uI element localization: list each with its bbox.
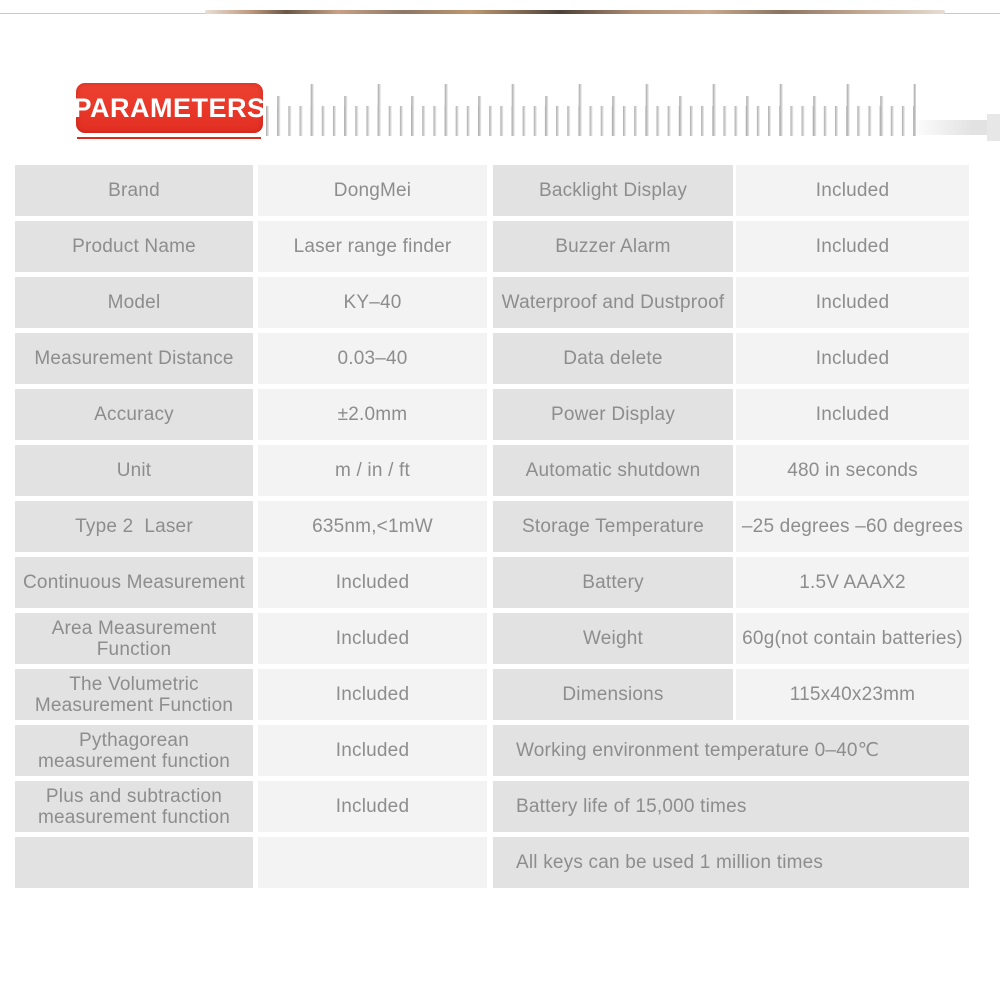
param-label-cell: Storage Temperature bbox=[493, 501, 733, 552]
ruler-icon bbox=[266, 84, 916, 136]
param-label-cell: Brand bbox=[15, 165, 253, 216]
spec-table: Brand DongMei Backlight Display Included… bbox=[15, 165, 969, 893]
param-value-cell: ±2.0mm bbox=[258, 389, 487, 440]
param-value-cell: –25 degrees –60 degrees bbox=[736, 501, 969, 552]
param-value-cell: Included bbox=[258, 725, 487, 776]
param-label-cell: Accuracy bbox=[15, 389, 253, 440]
param-label-cell: Product Name bbox=[15, 221, 253, 272]
param-value-cell: 60g(not contain batteries) bbox=[736, 613, 969, 664]
table-row: Area Measurement Function Included Weigh… bbox=[15, 613, 969, 664]
param-value-cell: Included bbox=[736, 165, 969, 216]
param-label-cell: Type 2 Laser bbox=[15, 501, 253, 552]
param-value-cell: 635nm,<1mW bbox=[258, 501, 487, 552]
param-label-cell: Data delete bbox=[493, 333, 733, 384]
table-row: The Volumetric Measurement Function Incl… bbox=[15, 669, 969, 720]
param-label-cell: Waterproof and Dustproof bbox=[493, 277, 733, 328]
param-value-cell: m / in / ft bbox=[258, 445, 487, 496]
param-value-cell: 115x40x23mm bbox=[736, 669, 969, 720]
param-label-cell: Unit bbox=[15, 445, 253, 496]
table-row: Accuracy ±2.0mm Power Display Included bbox=[15, 389, 969, 440]
param-label-cell-empty bbox=[15, 837, 253, 888]
param-label-cell: Power Display bbox=[493, 389, 733, 440]
table-row: Continuous Measurement Included Battery … bbox=[15, 557, 969, 608]
param-label-cell: Weight bbox=[493, 613, 733, 664]
param-label-cell: Plus and subtraction measurement functio… bbox=[15, 781, 253, 832]
table-row: Unit m / in / ft Automatic shutdown 480 … bbox=[15, 445, 969, 496]
param-value-cell: Included bbox=[258, 613, 487, 664]
param-value-cell-empty bbox=[258, 837, 487, 888]
param-value-cell: 1.5V AAAX2 bbox=[736, 557, 969, 608]
param-label-cell: Automatic shutdown bbox=[493, 445, 733, 496]
param-label-cell: Model bbox=[15, 277, 253, 328]
param-label-cell: The Volumetric Measurement Function bbox=[15, 669, 253, 720]
param-value-cell: Included bbox=[258, 557, 487, 608]
parameters-badge-label: PARAMETERS bbox=[73, 92, 266, 123]
table-row: Measurement Distance 0.03–40 Data delete… bbox=[15, 333, 969, 384]
param-label-cell: Area Measurement Function bbox=[15, 613, 253, 664]
param-value-cell: Included bbox=[736, 389, 969, 440]
param-value-cell: Included bbox=[258, 781, 487, 832]
merged-note-cell: Battery life of 15,000 times bbox=[493, 781, 969, 832]
param-value-cell: 0.03–40 bbox=[258, 333, 487, 384]
parameters-badge: PARAMETERS bbox=[73, 83, 266, 133]
table-row: Model KY–40 Waterproof and Dustproof Inc… bbox=[15, 277, 969, 328]
top-photo-strip bbox=[205, 10, 945, 14]
param-label-cell: Pythagorean measurement function bbox=[15, 725, 253, 776]
param-value-cell: Included bbox=[736, 333, 969, 384]
param-label-cell: Backlight Display bbox=[493, 165, 733, 216]
param-label-cell: Continuous Measurement bbox=[15, 557, 253, 608]
table-row: Type 2 Laser 635nm,<1mW Storage Temperat… bbox=[15, 501, 969, 552]
param-value-cell: Included bbox=[258, 669, 487, 720]
ruler-right-shade bbox=[910, 120, 1000, 135]
table-row: Brand DongMei Backlight Display Included bbox=[15, 165, 969, 216]
param-value-cell: Included bbox=[736, 221, 969, 272]
table-row: Product Name Laser range finder Buzzer A… bbox=[15, 221, 969, 272]
param-value-cell: Included bbox=[736, 277, 969, 328]
param-label-cell: Buzzer Alarm bbox=[493, 221, 733, 272]
table-row: All keys can be used 1 million times bbox=[15, 837, 969, 888]
table-row: Plus and subtraction measurement functio… bbox=[15, 781, 969, 832]
param-value-cell: Laser range finder bbox=[258, 221, 487, 272]
table-row: Pythagorean measurement function Include… bbox=[15, 725, 969, 776]
param-value-cell: KY–40 bbox=[258, 277, 487, 328]
param-label-cell: Battery bbox=[493, 557, 733, 608]
right-edge-block bbox=[987, 114, 1000, 141]
badge-underline bbox=[77, 137, 261, 139]
param-label-cell: Dimensions bbox=[493, 669, 733, 720]
param-value-cell: DongMei bbox=[258, 165, 487, 216]
param-value-cell: 480 in seconds bbox=[736, 445, 969, 496]
merged-note-cell: All keys can be used 1 million times bbox=[493, 837, 969, 888]
merged-note-cell: Working environment temperature 0–40℃ bbox=[493, 725, 969, 776]
param-label-cell: Measurement Distance bbox=[15, 333, 253, 384]
